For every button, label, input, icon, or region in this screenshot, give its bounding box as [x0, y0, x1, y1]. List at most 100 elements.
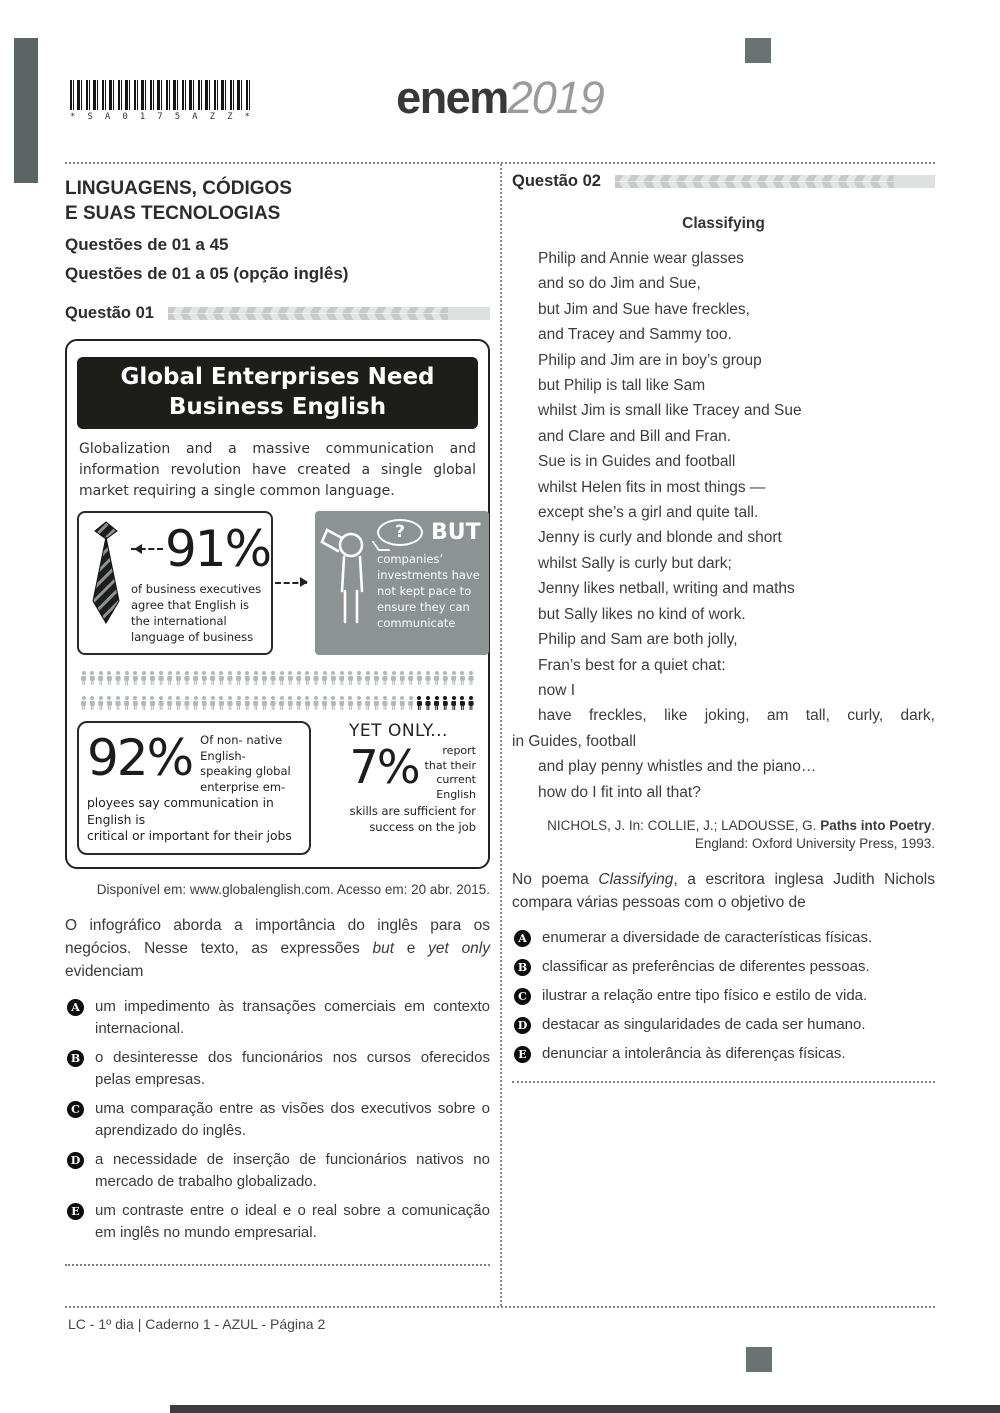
person-icon — [331, 671, 336, 685]
stat-7-value-row: 7% report that their current English — [321, 741, 476, 802]
option-text: um impedimento às transações comerciais … — [95, 997, 490, 1037]
person-icon — [150, 671, 155, 685]
person-icon — [253, 696, 258, 710]
stat-91-value: 91% — [165, 520, 272, 578]
option-letter-badge: B — [514, 958, 531, 976]
barcode-char: 1 — [139, 112, 146, 122]
stat-7-value: 7% — [349, 740, 421, 794]
question-01-header: Questão 01 — [65, 304, 490, 323]
barcode-char: S — [87, 112, 93, 122]
question-range-2: Questões de 01 a 05 (opção inglês) — [65, 264, 349, 283]
person-icon — [193, 696, 198, 710]
person-icon — [348, 671, 353, 685]
person-icon — [90, 671, 95, 685]
person-icon — [468, 696, 474, 710]
poem-line-continuation: in Guides, football — [512, 732, 637, 750]
person-icon — [245, 671, 250, 685]
person-icon — [460, 696, 465, 710]
people-row-2 — [81, 696, 474, 710]
stat-91-box: 91% of business executives agree that En… — [77, 511, 273, 655]
person-icon — [296, 671, 302, 685]
footer-dotted-rule — [65, 1306, 935, 1308]
right-column: Questão 02 Classifying Philip and Annie … — [512, 170, 935, 1083]
q1-options: A um impedimento às transações comerciai… — [65, 996, 490, 1244]
left-column: LINGUAGENS, CÓDIGOS E SUAS TECNOLOGIAS Q… — [65, 170, 490, 1266]
person-icon — [434, 696, 439, 710]
person-icon — [296, 696, 302, 710]
person-icon — [158, 696, 164, 710]
print-registration-bar — [14, 38, 38, 183]
q2-intro: No poema Classifying, a escritora ingles… — [512, 868, 935, 914]
person-icon — [245, 696, 250, 710]
person-icon — [210, 696, 215, 710]
enem-logo-year: 2019 — [507, 72, 605, 123]
person-icon — [408, 671, 413, 685]
q2-intro-italic-classifying: Classifying — [598, 870, 674, 888]
person-icon — [313, 696, 319, 710]
q2-intro-text: No poema — [512, 870, 599, 888]
question-01-label: Questão 01 — [65, 304, 154, 322]
question-02-label: Questão 02 — [512, 172, 601, 190]
stat-7-side-text: report that their current English — [424, 744, 476, 801]
stat-92-bottom-text: ployees say communication in English is … — [87, 796, 292, 843]
infographic-stat-row-2: 92% Of non- native English- speaking glo… — [77, 721, 478, 855]
barcode-char: 7 — [157, 112, 163, 122]
q1-intro-text: O infográfico aborda a importância do in… — [65, 916, 490, 957]
barcode: * S A 0 1 7 5 A Z Z * — [70, 80, 250, 122]
person-icon — [348, 696, 353, 710]
person-icon — [425, 671, 431, 685]
q2-option-e: E denunciar a intolerância às diferenças… — [512, 1043, 935, 1065]
q2-option-b: B classificar as preferências de diferen… — [512, 956, 935, 978]
stat-91-caption: of business executives agree that Englis… — [131, 582, 262, 644]
poem-line: now I — [538, 681, 576, 699]
person-icon — [322, 671, 327, 685]
q2-source-text: NICHOLS, J. In: COLLIE, J.; LADOUSSE, G. — [547, 817, 821, 833]
section-title-line1: LINGUAGENS, CÓDIGOS — [65, 178, 292, 199]
poem-line: whilst Jim is small like Tracey and Sue — [538, 402, 802, 420]
person-icon — [391, 671, 396, 685]
question-header-hatch-bar — [614, 175, 935, 188]
confused-person-icon — [320, 528, 364, 624]
poem-line: Philip and Jim are in boy’s group — [538, 351, 762, 369]
person-icon — [468, 671, 474, 685]
person-icon — [227, 696, 233, 710]
q1-intro: O infográfico aborda a importância do in… — [65, 914, 490, 983]
person-icon — [262, 671, 267, 685]
person-icon — [400, 671, 405, 685]
poem-line: except she’s a girl and quite tall. — [538, 504, 759, 522]
but-box: ? BUT companies’ investments have not ke… — [315, 511, 489, 655]
person-icon — [279, 696, 284, 710]
person-icon — [184, 696, 190, 710]
person-icon — [322, 696, 327, 710]
person-icon — [141, 671, 147, 685]
infographic-title-line1: Global Enterprises Need — [120, 364, 435, 390]
question-header-hatch-bar — [167, 307, 490, 320]
person-icon — [443, 671, 448, 685]
person-icon — [124, 671, 129, 685]
q1-option-d: D a necessidade de inserção de funcionár… — [65, 1149, 490, 1193]
top-dotted-rule — [65, 162, 935, 164]
stat-7-bottom-text: skills are sufficient for success on the… — [349, 804, 476, 834]
section-title-line2: E SUAS TECNOLOGIAS — [65, 203, 281, 224]
infographic: Global Enterprises Need Business English… — [65, 339, 490, 869]
poem-line: but Sally likes no kind of work. — [538, 605, 746, 623]
infographic-title-line2: Business English — [168, 394, 387, 420]
person-icon — [176, 671, 181, 685]
option-letter-badge: D — [514, 1016, 531, 1034]
person-icon — [270, 696, 276, 710]
poem-line: and play penny whistles and the piano… — [538, 758, 817, 776]
stat-92-box: 92% Of non- native English- speaking glo… — [77, 721, 311, 855]
barcode-char: 5 — [174, 112, 181, 122]
person-icon — [158, 671, 164, 685]
poem-line: and Tracey and Sammy too. — [538, 326, 732, 344]
person-icon — [262, 696, 267, 710]
person-icon — [210, 671, 215, 685]
barcode-text: * S A 0 1 7 5 A Z Z * — [70, 112, 250, 122]
section-title: LINGUAGENS, CÓDIGOS E SUAS TECNOLOGIAS — [65, 176, 490, 226]
q2-option-d: D destacar as singularidades de cada ser… — [512, 1014, 935, 1036]
infographic-intro: Globalization and a massive communicatio… — [79, 441, 476, 499]
person-icon — [133, 671, 138, 685]
q2-source-line2: England: Oxford University Press, 1993. — [694, 835, 935, 851]
person-icon — [115, 696, 121, 710]
poem-line: but Philip is tall like Sam — [538, 377, 706, 395]
